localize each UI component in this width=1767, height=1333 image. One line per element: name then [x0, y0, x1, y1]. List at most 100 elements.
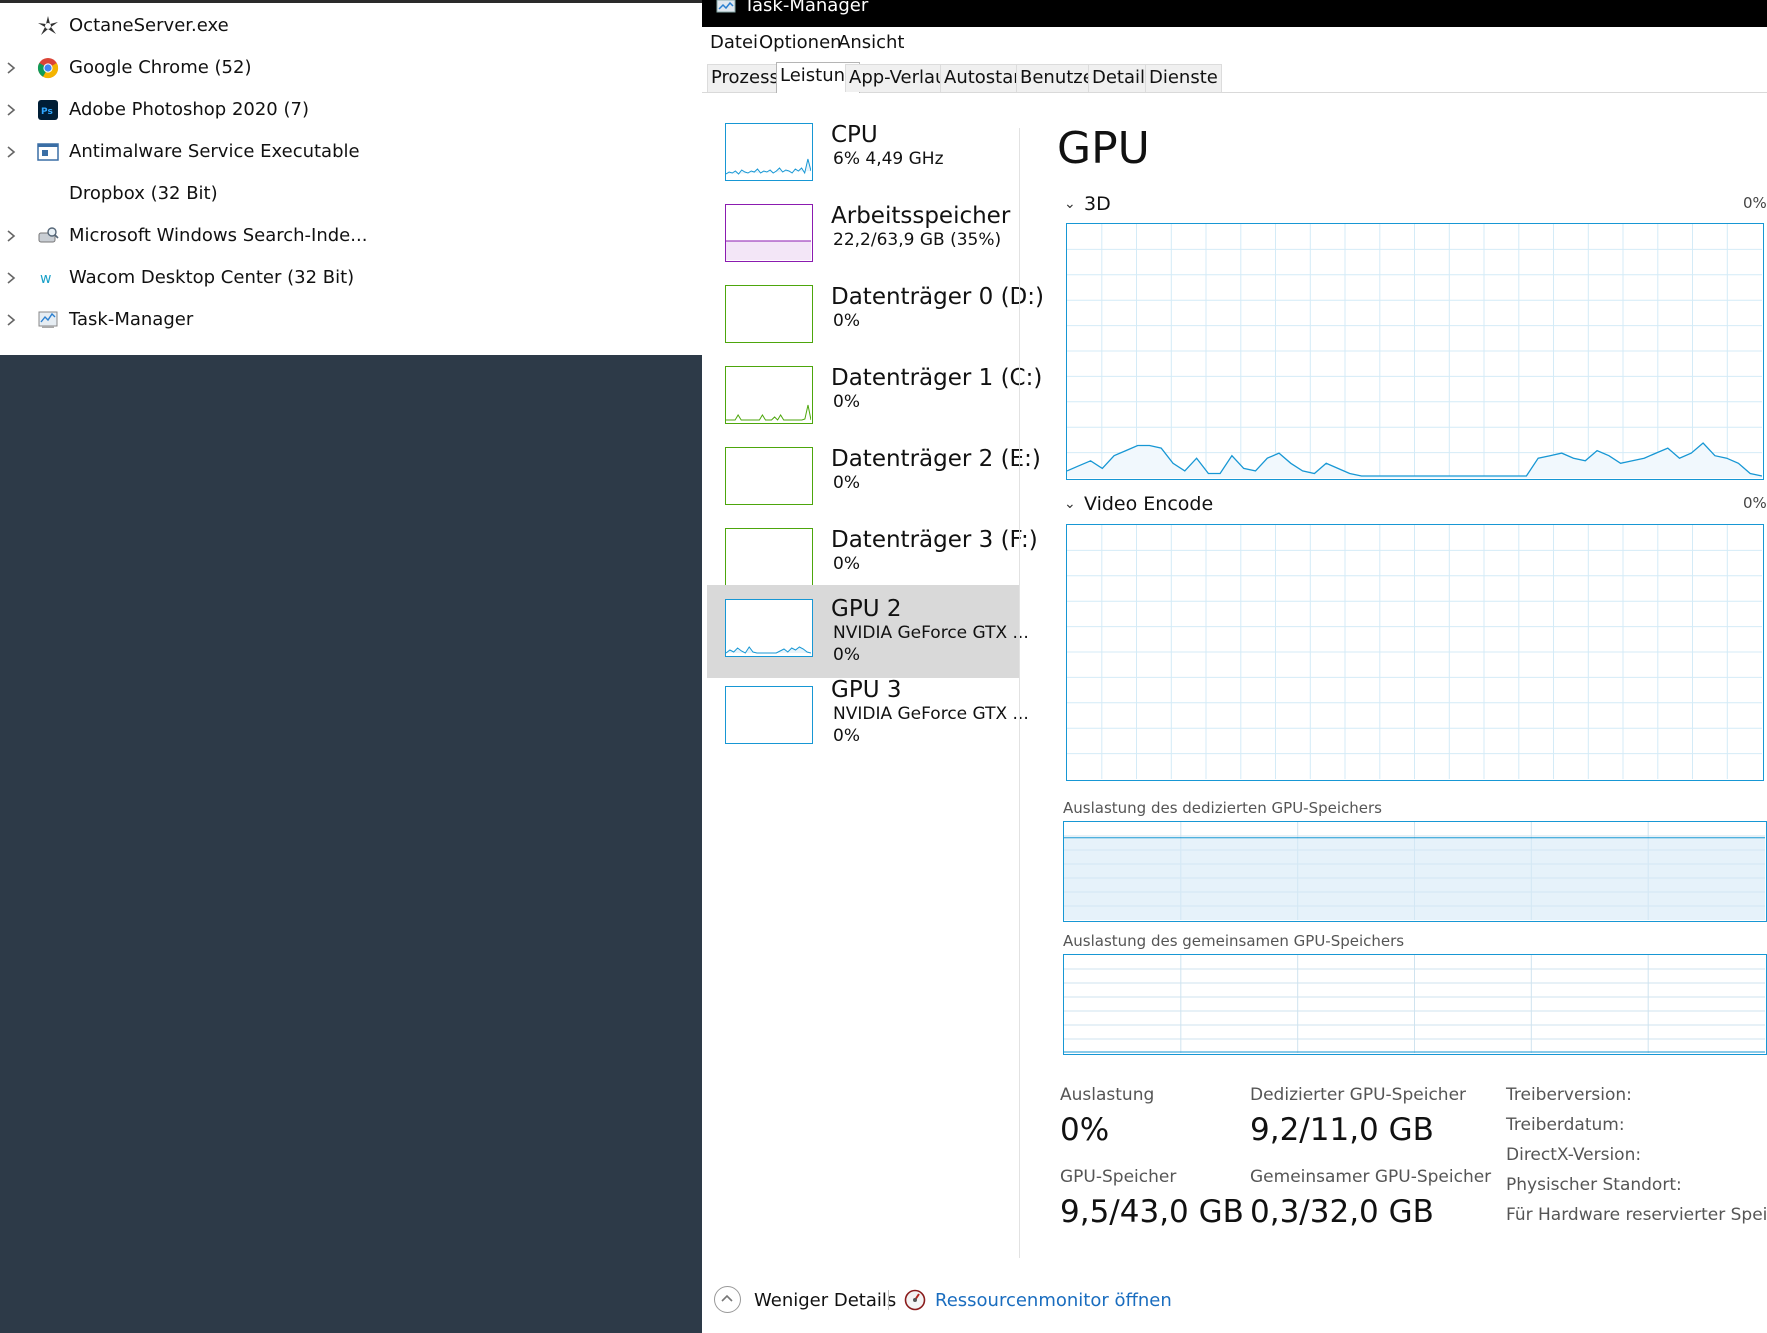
sidebar-item-datentr-ger-0-d[interactable]: Datenträger 0 (D:) 0%: [707, 279, 1044, 359]
physical-location-label: Physischer Standort:: [1506, 1175, 1682, 1195]
svg-text:Ps: Ps: [41, 107, 53, 117]
sidebar-item-title: Datenträger 3 (F:): [831, 527, 1038, 553]
process-row[interactable]: Task-Manager: [0, 299, 702, 341]
photoshop-icon: Ps: [36, 98, 60, 122]
graph-video-encode: [1066, 524, 1764, 781]
dedicated-memory-label: Auslastung des dedizierten GPU-Speichers: [1063, 799, 1382, 817]
engine-3d-max: 0%: [1743, 194, 1767, 212]
resource-monitor-icon[interactable]: [904, 1289, 926, 1311]
task-manager-icon: [716, 0, 736, 13]
menu-bar: Datei Optionen Ansicht: [702, 27, 1767, 59]
gpu-memory-stat-label: GPU-Speicher: [1060, 1167, 1177, 1187]
sidebar-item-subtitle: 0%: [833, 311, 860, 331]
chevron-right-icon[interactable]: [6, 312, 20, 328]
series-area-3d: [1067, 443, 1762, 478]
sidebar-item-datentr-ger-3-f[interactable]: Datenträger 3 (F:) 0%: [707, 522, 1038, 602]
process-row[interactable]: Ps Adobe Photoshop 2020 (7): [0, 89, 702, 131]
page-title: GPU: [1057, 123, 1150, 174]
chevron-right-icon[interactable]: [6, 228, 20, 244]
process-name: OctaneServer.exe: [69, 15, 229, 36]
driver-date-label: Treiberdatum:: [1506, 1115, 1625, 1135]
svg-text:w: w: [40, 271, 51, 287]
resource-monitor-link[interactable]: Ressourcenmonitor öffnen: [935, 1290, 1172, 1311]
chevron-down-icon[interactable]: ⌄: [1064, 496, 1076, 512]
engine-3d-label[interactable]: 3D: [1084, 193, 1111, 215]
less-details-button[interactable]: Weniger Details: [754, 1290, 897, 1311]
sidebar-item-subtitle: NVIDIA GeForce GTX ...: [833, 623, 1029, 643]
engine-video-encode-max: 0%: [1743, 494, 1767, 512]
driver-version-label: Treiberversion:: [1506, 1085, 1632, 1105]
sidebar-item-title: Arbeitsspeicher: [831, 203, 1011, 229]
gpu-memory-stat-value: 9,5/43,0 GB: [1060, 1194, 1244, 1230]
sidebar-item-title: Datenträger 1 (C:): [831, 365, 1043, 391]
sidebar-thumbnail-graph: [725, 123, 813, 181]
sidebar-item-arbeitsspeicher[interactable]: Arbeitsspeicher 22,2/63,9 GB (35%): [707, 198, 1019, 278]
tab-dienste[interactable]: Dienste: [1145, 64, 1222, 92]
process-row[interactable]: Antimalware Service Executable: [0, 131, 702, 173]
series-area-dedicated-memory: [1064, 837, 1765, 920]
process-row[interactable]: Dropbox (32 Bit): [0, 173, 702, 215]
sidebar-item-value: 0%: [833, 726, 860, 746]
task-manager-window: Task-Manager Datei Optionen Ansicht Proz…: [702, 0, 1767, 1333]
process-row[interactable]: w Wacom Desktop Center (32 Bit): [0, 257, 702, 299]
chrome-icon: [36, 56, 60, 80]
sidebar-item-datentr-ger-1-c[interactable]: Datenträger 1 (C:) 0%: [707, 360, 1042, 440]
process-name: Google Chrome (52): [69, 57, 252, 78]
title-bar[interactable]: Task-Manager: [702, 0, 1767, 27]
task-manager-icon: [36, 308, 60, 332]
shared-memory-stat-label: Gemeinsamer GPU-Speicher: [1250, 1167, 1492, 1187]
search-indexer-icon: [36, 224, 60, 248]
dedicated-memory-stat-label: Dedizierter GPU-Speicher: [1250, 1085, 1467, 1105]
process-row[interactable]: OctaneServer.exe: [0, 5, 702, 47]
shared-memory-label: Auslastung des gemeinsamen GPU-Speichers: [1063, 932, 1405, 950]
utilization-value: 0%: [1060, 1112, 1110, 1148]
chevron-up-icon[interactable]: [714, 1286, 741, 1313]
hardware-reserved-memory-label: Für Hardware reservierter Speicher:: [1506, 1205, 1767, 1225]
shared-memory-stat-value: 0,3/32,0 GB: [1250, 1194, 1434, 1230]
graph-grid: [1064, 822, 1765, 920]
sidebar-item-gpu-2[interactable]: GPU 2 NVIDIA GeForce GTX ... 0%: [707, 585, 1029, 678]
process-name: Task-Manager: [69, 309, 194, 330]
sidebar-item-cpu[interactable]: CPU 6% 4,49 GHz: [707, 117, 1019, 197]
sidebar-thumbnail-graph: [725, 366, 813, 424]
octane-icon: [36, 14, 60, 38]
chevron-right-icon[interactable]: [6, 144, 20, 160]
process-row[interactable]: Microsoft Windows Search-Inde...: [0, 215, 702, 257]
footer-separator: [702, 1258, 1767, 1259]
sidebar-item-subtitle: 22,2/63,9 GB (35%): [833, 230, 1002, 250]
antimalware-icon: [36, 140, 60, 164]
chevron-right-icon[interactable]: [6, 270, 20, 286]
sidebar-item-datentr-ger-2-e[interactable]: Datenträger 2 (E:) 0%: [707, 441, 1041, 521]
process-row[interactable]: Google Chrome (52): [0, 47, 702, 89]
sidebar-item-subtitle: 0%: [833, 392, 860, 412]
sidebar-thumbnail-graph: [725, 285, 813, 343]
directx-version-label: DirectX-Version:: [1506, 1145, 1642, 1165]
tab-bar: Prozesse Leistung App-Verlauf Autostart …: [702, 62, 1767, 93]
sidebar-item-title: Datenträger 2 (E:): [831, 446, 1041, 472]
process-name: Microsoft Windows Search-Inde...: [69, 225, 368, 246]
menu-datei[interactable]: Datei: [710, 32, 759, 53]
sidebar-item-title: GPU 3: [831, 677, 902, 703]
sidebar-item-subtitle: 0%: [833, 473, 860, 493]
sidebar-thumbnail-graph: [725, 528, 813, 586]
engine-video-encode-label[interactable]: Video Encode: [1084, 493, 1214, 515]
sidebar-item-gpu-3[interactable]: GPU 3 NVIDIA GeForce GTX ... 0%: [707, 672, 1029, 752]
sidebar-item-value: 0%: [833, 645, 860, 665]
tab-app-verlauf[interactable]: App-Verlauf: [845, 64, 957, 92]
footer-divider: [888, 1290, 889, 1310]
window-title: Task-Manager: [744, 0, 869, 16]
graph-grid: [1067, 224, 1762, 478]
chevron-right-icon[interactable]: [6, 60, 20, 76]
chevron-right-icon[interactable]: [6, 102, 20, 118]
graph-dedicated-memory: [1063, 821, 1767, 922]
sidebar-item-subtitle: 6% 4,49 GHz: [833, 149, 944, 169]
chevron-down-icon[interactable]: ⌄: [1064, 196, 1076, 212]
menu-ansicht[interactable]: Ansicht: [838, 32, 905, 53]
menu-optionen[interactable]: Optionen: [759, 32, 842, 53]
process-name: Dropbox (32 Bit): [69, 183, 218, 204]
sidebar-thumbnail-graph: [725, 204, 813, 262]
sidebar-item-subtitle: 0%: [833, 554, 860, 574]
wacom-icon: w: [36, 266, 60, 290]
sidebar-thumbnail-graph: [725, 599, 813, 657]
dedicated-memory-stat-value: 9,2/11,0 GB: [1250, 1112, 1434, 1148]
